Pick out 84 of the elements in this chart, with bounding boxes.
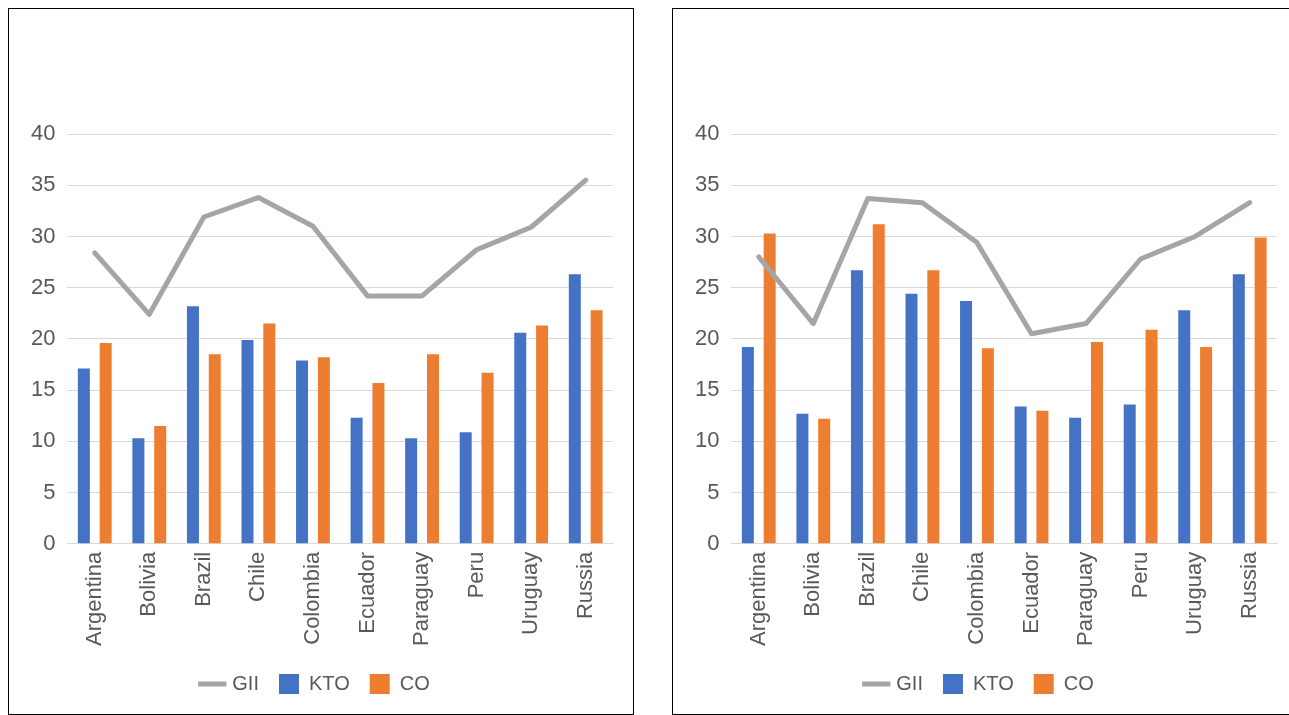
x-tick-label: Ecuador xyxy=(1017,551,1043,634)
x-tick-label: Ecuador xyxy=(353,551,379,634)
x-tick-label: Russia xyxy=(1235,551,1261,620)
x-tick-label: Chile xyxy=(908,551,934,602)
y-tick-label: 10 xyxy=(694,427,720,453)
bar xyxy=(1254,237,1267,544)
bar xyxy=(99,343,112,544)
bar xyxy=(1069,417,1082,544)
y-tick-label: 15 xyxy=(30,376,56,402)
legend-label: CO xyxy=(399,671,430,694)
y-tick-label: 40 xyxy=(30,120,56,146)
bar xyxy=(1178,310,1191,544)
y-tick-label: 35 xyxy=(694,171,720,197)
bar xyxy=(405,438,418,544)
bar xyxy=(981,348,994,544)
bar xyxy=(905,293,918,544)
bar xyxy=(1145,329,1158,544)
y-tick-label: 30 xyxy=(694,222,720,248)
bar xyxy=(132,438,145,544)
y-tick-label: 5 xyxy=(707,478,720,504)
x-tick-label: Paraguay xyxy=(1072,551,1098,647)
x-tick-label: Chile xyxy=(244,551,270,602)
legend-label: KTO xyxy=(308,671,350,694)
x-tick-label: Colombia xyxy=(963,551,989,645)
x-tick-label: Colombia xyxy=(299,551,325,645)
x-tick-label: Brazil xyxy=(853,551,879,607)
bar xyxy=(1090,341,1103,544)
bar xyxy=(350,417,363,544)
legend-label: CO xyxy=(1063,671,1094,694)
y-tick-label: 30 xyxy=(30,222,56,248)
y-tick-label: 0 xyxy=(43,529,56,555)
bar xyxy=(1232,274,1245,544)
bar xyxy=(590,310,603,544)
bar xyxy=(1014,406,1027,544)
x-tick-label: Bolivia xyxy=(799,551,825,617)
x-tick-label: Uruguay xyxy=(517,551,543,635)
y-tick-label: 10 xyxy=(30,427,56,453)
bar xyxy=(872,224,885,544)
legend-label: GII xyxy=(232,671,259,694)
x-tick-label: Bolivia xyxy=(135,551,161,617)
bar xyxy=(1123,404,1136,544)
bar xyxy=(927,270,940,544)
x-tick-label: Peru xyxy=(462,551,488,599)
x-tick-label: Argentina xyxy=(80,551,106,647)
bar xyxy=(317,357,330,544)
bar xyxy=(514,332,527,544)
bar xyxy=(186,306,199,544)
bar xyxy=(426,354,439,544)
bar xyxy=(741,347,754,544)
legend-label: KTO xyxy=(972,671,1014,694)
y-tick-label: 25 xyxy=(30,273,56,299)
x-tick-label: Argentina xyxy=(744,551,770,647)
y-tick-label: 20 xyxy=(30,324,56,350)
bar xyxy=(1200,347,1213,544)
bar xyxy=(960,301,973,544)
x-tick-label: Russia xyxy=(571,551,597,620)
bar xyxy=(763,233,776,544)
y-tick-label: 25 xyxy=(694,273,720,299)
bar xyxy=(1036,410,1049,544)
bar xyxy=(536,325,549,544)
y-tick-label: 5 xyxy=(43,478,56,504)
bar xyxy=(481,372,494,544)
bar xyxy=(459,432,472,544)
bar xyxy=(296,360,309,544)
y-tick-label: 35 xyxy=(30,171,56,197)
y-tick-label: 0 xyxy=(707,529,720,555)
bar xyxy=(263,323,276,544)
bar xyxy=(372,382,385,544)
x-tick-label: Paraguay xyxy=(408,551,434,647)
bar xyxy=(818,418,831,544)
bar xyxy=(77,368,90,544)
x-tick-label: Brazil xyxy=(189,551,215,607)
bar xyxy=(568,274,581,544)
y-tick-label: 20 xyxy=(694,324,720,350)
y-tick-label: 40 xyxy=(694,120,720,146)
bar xyxy=(154,426,167,544)
bar xyxy=(208,354,221,544)
bar xyxy=(241,339,254,544)
legend-label: GII xyxy=(896,671,923,694)
bar xyxy=(850,270,863,544)
y-tick-label: 15 xyxy=(694,376,720,402)
x-tick-label: Peru xyxy=(1126,551,1152,599)
x-tick-label: Uruguay xyxy=(1181,551,1207,635)
bar xyxy=(796,413,809,544)
